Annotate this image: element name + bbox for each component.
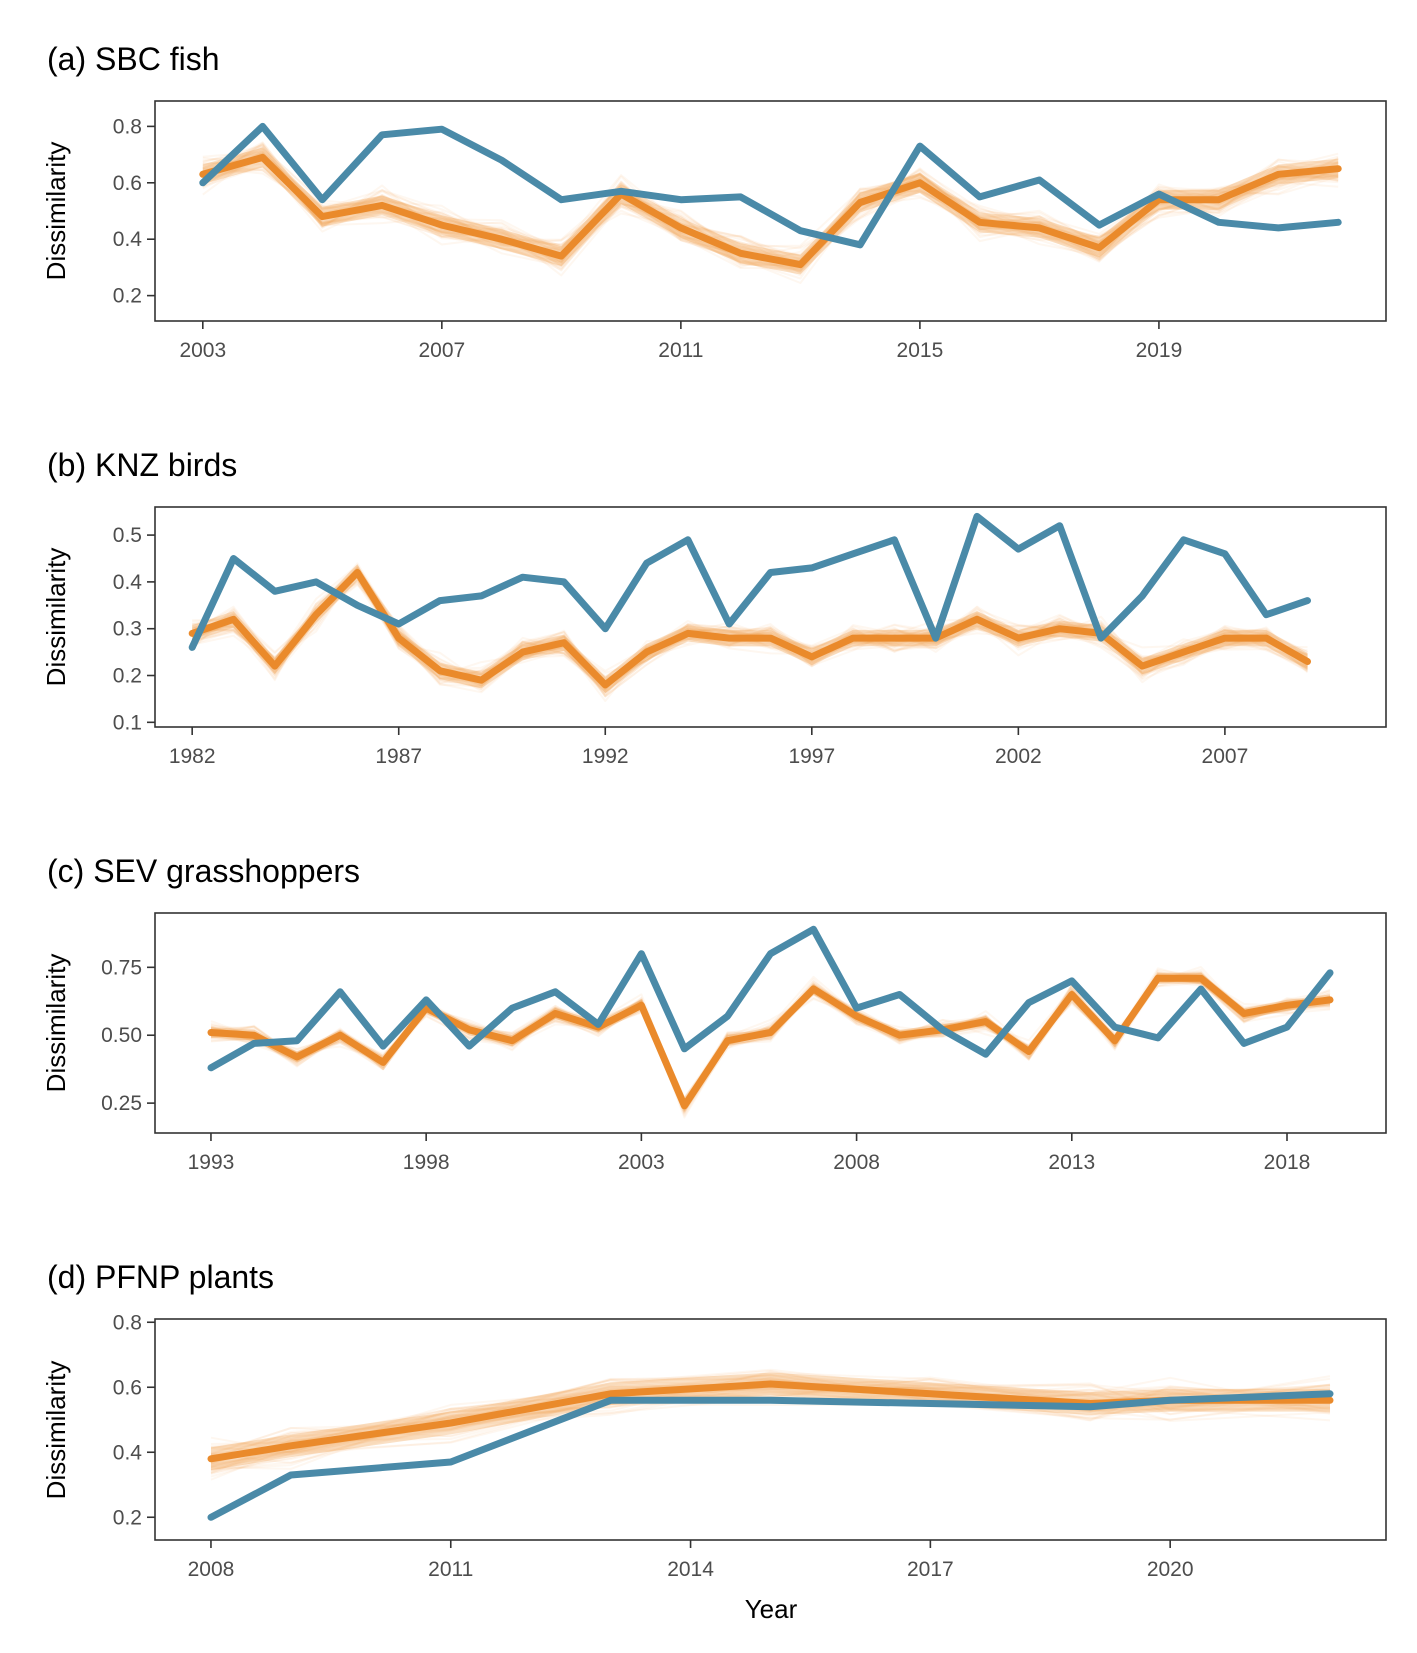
null-replicate-line <box>202 152 1339 262</box>
y-axis-title: Dissimilarity <box>41 954 71 1093</box>
panel-sev-grasshoppers: (c) SEV grasshoppers Dissimilarity 0.25 0… <box>41 853 1387 1174</box>
observed-line <box>199 122 1342 249</box>
x-tick-label: 2003 <box>179 339 226 362</box>
x-axis-title: Year <box>745 1594 798 1624</box>
null-replicate-line <box>210 1386 1331 1462</box>
x-tick-label: 2008 <box>188 1558 235 1581</box>
y-tick-label: 0.6 <box>113 1376 142 1399</box>
y-tick-label: 0.8 <box>113 1311 142 1334</box>
null-mean-line <box>207 974 1334 1110</box>
null-band <box>202 147 1339 275</box>
panel-border <box>154 100 1387 322</box>
y-tick-label: 0.2 <box>113 285 142 308</box>
y-axis-title: Dissimilarity <box>41 142 71 281</box>
x-tick-label: 2015 <box>897 339 944 362</box>
panel-border <box>154 506 1387 728</box>
plot-area <box>199 122 1342 284</box>
null-replicate-line <box>210 980 1331 1117</box>
observed-line <box>207 925 1334 1072</box>
null-replicate-line <box>210 1377 1331 1463</box>
y-tick-label: 0.75 <box>101 956 142 979</box>
null-replicate-line <box>210 1384 1331 1470</box>
null-replicate-line <box>191 562 1309 688</box>
panel-border <box>154 1318 1387 1541</box>
x-tick-label: 2007 <box>1202 745 1249 768</box>
y-tick-label: 0.2 <box>113 1506 142 1529</box>
y-tick-label: 0.5 <box>113 524 142 547</box>
x-tick-label: 1997 <box>788 745 835 768</box>
x-tick-label: 1982 <box>169 745 216 768</box>
null-replicate-line <box>210 1388 1331 1455</box>
observed-line <box>188 512 1311 651</box>
null-band <box>211 1372 1330 1471</box>
y-tick-label: 0.6 <box>113 172 142 195</box>
x-tick-label: 2013 <box>1048 1151 1095 1174</box>
null-replicate-line <box>202 166 1339 266</box>
null-replicate-line <box>210 1385 1331 1470</box>
plot-area <box>207 925 1334 1119</box>
panel-title: (b) KNZ birds <box>47 447 237 483</box>
observed-line <box>207 1390 1334 1521</box>
x-tick-label: 1992 <box>582 745 629 768</box>
y-tick-label: 0.8 <box>113 115 142 138</box>
x-tick-label: 2019 <box>1136 339 1183 362</box>
null-replicate-line <box>210 1388 1331 1471</box>
panel-title: (d) PFNP plants <box>47 1259 274 1295</box>
panel-pfnp-plants: (d) PFNP plants Dissimilarity 0.2 0.4 0.6 0… <box>41 1259 1387 1581</box>
x-tick-label: 2017 <box>907 1558 954 1581</box>
y-tick-label: 0.25 <box>101 1092 142 1115</box>
null-mean-line <box>188 569 1311 689</box>
plot-area <box>207 1368 1334 1521</box>
x-tick-label: 1987 <box>375 745 422 768</box>
x-tick-label: 2007 <box>418 339 465 362</box>
null-replicate-line <box>210 1376 1331 1458</box>
x-tick-label: 2014 <box>667 1558 714 1581</box>
panel-border <box>154 912 1387 1134</box>
x-tick-label: 2011 <box>658 339 703 362</box>
y-tick-label: 0.3 <box>113 618 142 641</box>
x-tick-label: 2003 <box>618 1151 665 1174</box>
null-replicate-line <box>202 152 1339 270</box>
null-replicate-line <box>202 144 1339 272</box>
y-tick-label: 0.4 <box>113 1441 143 1464</box>
x-tick-label: 1993 <box>188 1151 235 1174</box>
y-tick-label: 0.50 <box>101 1024 142 1047</box>
y-tick-label: 0.1 <box>113 711 142 734</box>
x-tick-label: 2002 <box>995 745 1042 768</box>
x-tick-label: 2008 <box>833 1151 880 1174</box>
null-replicate-line <box>192 567 1309 686</box>
x-tick-label: 2011 <box>428 1558 473 1581</box>
panel-title: (c) SEV grasshoppers <box>47 853 360 889</box>
x-tick-label: 2020 <box>1147 1558 1194 1581</box>
panel-knz-birds: (b) KNZ birds Dissimilarity 0.1 0.2 0.3 0.4… <box>41 447 1387 768</box>
x-tick-label: 1998 <box>403 1151 450 1174</box>
y-tick-label: 0.4 <box>113 571 143 594</box>
plot-area <box>188 512 1311 702</box>
y-tick-label: 0.2 <box>113 665 142 688</box>
y-tick-label: 0.4 <box>113 228 143 251</box>
null-mean-line <box>199 153 1342 269</box>
x-tick-label: 2018 <box>1264 1151 1311 1174</box>
y-axis-title: Dissimilarity <box>41 1361 71 1500</box>
panel-sbc-fish: (a) SBC fish Dissimilarity 0.2 0.4 0.6 0.8 2… <box>41 41 1387 362</box>
panel-title: (a) SBC fish <box>47 41 219 77</box>
y-axis-title: Dissimilarity <box>41 548 71 687</box>
